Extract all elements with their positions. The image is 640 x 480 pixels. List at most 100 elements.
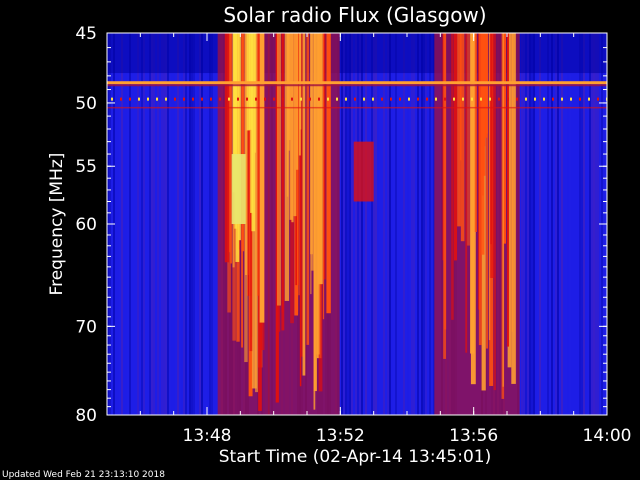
background-stripe: [147, 33, 149, 415]
background-stripe: [123, 33, 125, 415]
background-stripe: [205, 33, 207, 415]
interference-dot: [219, 97, 221, 101]
background-stripe: [593, 33, 595, 415]
interference-dot: [507, 97, 509, 101]
burst-core: [289, 33, 293, 220]
burst-streak: [322, 33, 325, 320]
burst-streak: [244, 33, 248, 363]
background-stripe: [141, 33, 143, 415]
y-axis-label: Frequency [MHz]: [47, 153, 67, 296]
interference-dot: [300, 97, 302, 101]
burst-streak: [502, 33, 506, 244]
background-stripe: [381, 33, 383, 415]
background-stripe: [559, 33, 561, 415]
background-stripe: [365, 33, 367, 415]
background-stripe: [355, 33, 357, 415]
burst-core: [250, 33, 254, 213]
background-stripe: [589, 33, 591, 415]
background-stripe: [571, 33, 573, 415]
background-stripe: [399, 33, 401, 415]
interference-dot: [318, 97, 320, 101]
burst-core: [298, 33, 301, 156]
background-stripe: [595, 33, 597, 415]
background-stripe: [129, 33, 131, 415]
interference-dot: [417, 97, 419, 101]
background-stripe: [431, 33, 433, 415]
interference-dot: [354, 97, 356, 101]
background-stripe: [429, 33, 431, 415]
interference-dot: [480, 97, 482, 101]
y-tick-label: 55: [75, 157, 97, 177]
burst-streak: [302, 33, 306, 376]
background-stripe: [173, 33, 175, 415]
burst-streak: [486, 33, 489, 349]
interference-dot: [183, 97, 185, 101]
burst-group: [217, 33, 520, 415]
background-stripes: [107, 33, 607, 415]
y-tick-label: 80: [75, 406, 97, 426]
burst-core: [295, 33, 299, 170]
background-stripe: [397, 33, 399, 415]
background-stripe: [149, 33, 151, 415]
background-stripe: [427, 33, 429, 415]
background-stripe: [161, 33, 163, 415]
background-stripe: [169, 33, 171, 415]
x-axis-label: Start Time (02-Apr-14 13:45:01): [219, 447, 491, 467]
background-stripe: [537, 33, 539, 415]
background-stripe: [545, 33, 547, 415]
x-tick-label: 13:56: [449, 426, 498, 446]
background-stripe: [209, 33, 211, 415]
burst-core: [310, 33, 313, 255]
background-stripe: [385, 33, 387, 415]
interference-dot: [381, 97, 383, 101]
burst-core: [287, 33, 290, 151]
background-stripe: [391, 33, 393, 415]
background-stripe: [395, 33, 397, 415]
background-stripe: [565, 33, 567, 415]
interference-dot: [210, 97, 212, 101]
background-stripe: [557, 33, 559, 415]
background-stripe: [563, 33, 565, 415]
background-stripe: [389, 33, 391, 415]
background-stripe: [211, 33, 213, 415]
interference-dot: [408, 97, 410, 101]
background-stripe: [561, 33, 563, 415]
background-stripe: [361, 33, 363, 415]
interference-shadow: [107, 84, 607, 87]
burst-streak: [257, 33, 259, 296]
background-stripe: [215, 33, 217, 415]
burst-core: [286, 33, 289, 197]
background-stripe: [403, 33, 405, 415]
interference-dot: [345, 97, 347, 101]
burst-streak: [313, 33, 317, 392]
interference-dot: [588, 97, 590, 101]
burst-streak: [465, 33, 468, 353]
background-stripe: [521, 33, 523, 415]
burst-streak: [297, 33, 299, 312]
y-tick-label: 60: [75, 215, 97, 235]
background-stripe: [375, 33, 377, 415]
burst-core: [293, 33, 297, 217]
background-stripe: [213, 33, 215, 415]
burst-core: [238, 33, 241, 241]
interference-dot: [291, 97, 293, 101]
y-axis: 45 50 55 60 70 80: [75, 24, 607, 426]
background-stripe: [549, 33, 551, 415]
background-stripe: [377, 33, 379, 415]
background-stripe: [577, 33, 579, 415]
interference-dot: [570, 97, 572, 101]
interference-dot: [444, 97, 446, 101]
background-stripe: [185, 33, 187, 415]
interference-dot: [201, 97, 203, 101]
burst-streak: [281, 33, 284, 313]
background-stripe: [363, 33, 365, 415]
spectrogram-plot-area: [107, 33, 607, 415]
background-stripe: [201, 33, 203, 415]
interference-dot: [111, 97, 113, 101]
background-stripe: [581, 33, 583, 415]
background-stripe: [539, 33, 541, 415]
y-tick-label: 70: [75, 317, 97, 337]
interference-dot: [255, 97, 257, 101]
background-stripe: [125, 33, 127, 415]
interference-dot: [336, 97, 338, 101]
